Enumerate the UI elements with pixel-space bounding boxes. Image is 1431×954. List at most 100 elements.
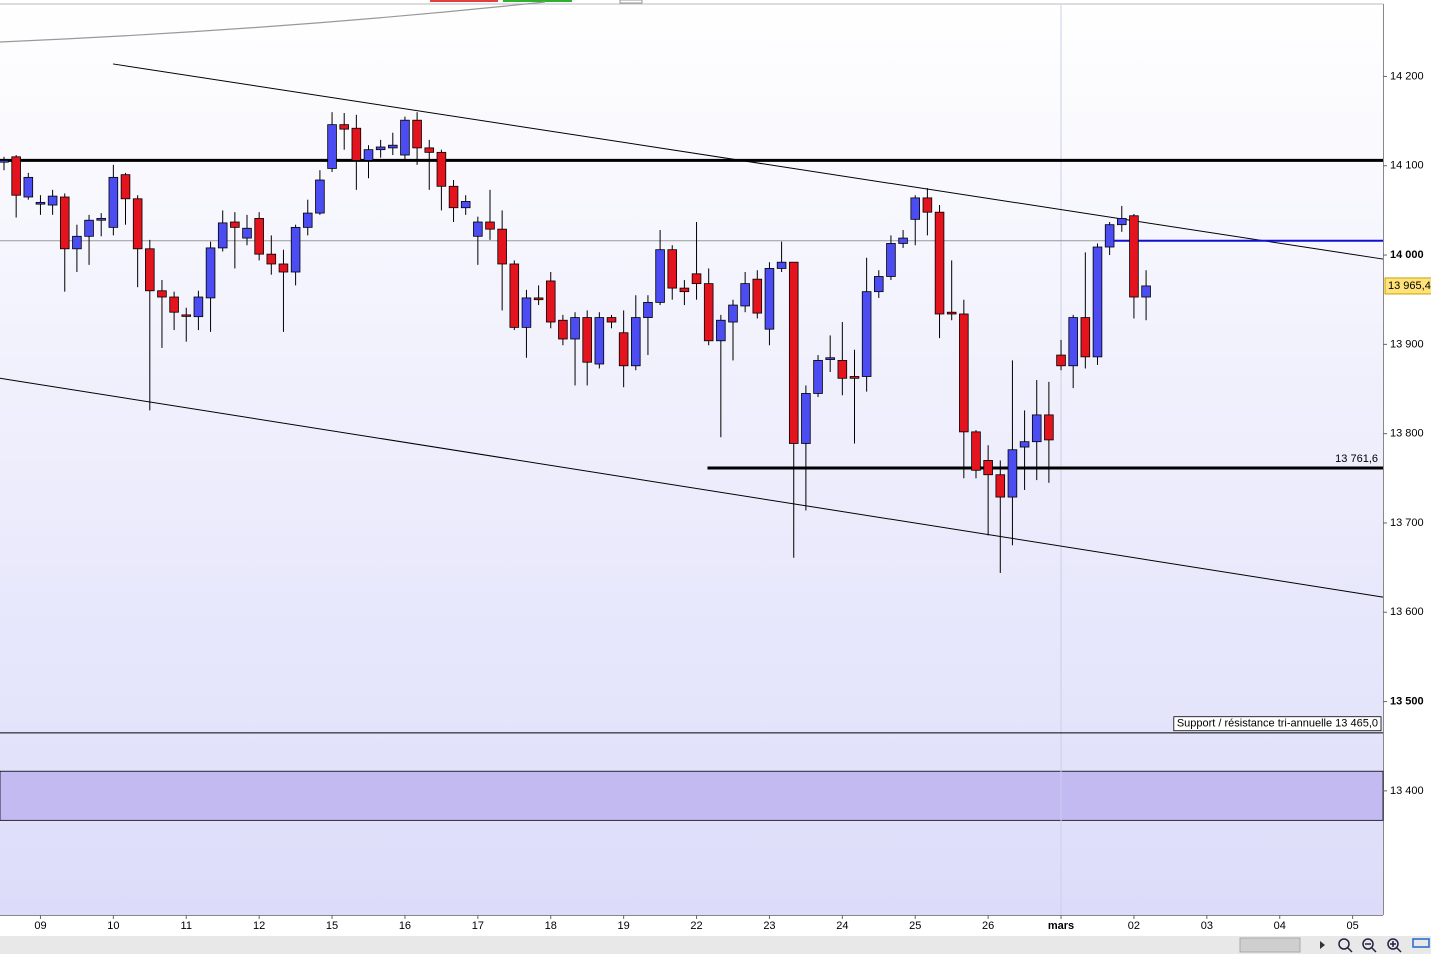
x-tick-label: 16 — [399, 920, 411, 932]
x-tick-label: mars — [1048, 920, 1074, 932]
candle-body — [1117, 218, 1127, 226]
candle-body — [545, 280, 556, 323]
x-tick-label: 18 — [545, 920, 557, 932]
toolbar-button[interactable] — [430, 0, 498, 2]
candle-body — [181, 314, 192, 317]
candle-body — [242, 227, 252, 239]
candle-body — [169, 296, 179, 313]
y-tick-label: 13 400 — [1390, 785, 1424, 797]
candle-body — [740, 283, 750, 307]
candle-body — [679, 287, 690, 293]
candle-body — [667, 249, 678, 289]
candle-body — [205, 247, 216, 299]
candle-body — [1080, 317, 1091, 358]
x-tick-label: 26 — [982, 920, 994, 932]
x-tick-label: 04 — [1274, 920, 1286, 932]
candle-body — [59, 196, 70, 250]
candle-body — [959, 313, 969, 433]
y-tick-label: 14 000 — [1390, 249, 1424, 261]
candle-body — [339, 124, 349, 130]
candle-body — [1129, 215, 1139, 298]
candle-body — [193, 296, 204, 318]
level-label: Support / résistance tri-annuelle 13 465… — [1177, 718, 1378, 730]
candle-body — [157, 290, 167, 298]
candle-body — [631, 317, 641, 367]
candle-body — [132, 198, 143, 250]
candle-body — [11, 156, 21, 196]
zone-band — [0, 770, 1384, 821]
toolbar-button[interactable] — [619, 0, 643, 4]
toolbar-button[interactable] — [503, 0, 572, 2]
candle-body — [290, 226, 301, 273]
y-tick-label: 13 500 — [1390, 695, 1424, 707]
candle-body — [327, 124, 337, 169]
candle-body — [460, 201, 471, 209]
x-tick-label: 10 — [107, 920, 119, 932]
candle-body — [910, 197, 921, 220]
scroll-arrow[interactable] — [1320, 941, 1325, 949]
zoom-icons[interactable] — [1338, 938, 1430, 953]
x-tick-label: 17 — [472, 920, 484, 932]
candle-body — [521, 297, 532, 328]
candle-body — [23, 176, 34, 198]
candle-body — [1031, 414, 1042, 443]
candle-body — [752, 278, 763, 314]
candle-body — [558, 319, 568, 340]
y-tick-label: 13 700 — [1390, 517, 1424, 529]
x-tick-label: 22 — [690, 920, 702, 932]
candle-body — [217, 222, 228, 249]
candle-body — [861, 291, 872, 377]
candle-body — [703, 283, 714, 342]
y-tick-label: 13 800 — [1390, 428, 1424, 440]
x-tick-label: 12 — [253, 920, 265, 932]
candle-body — [582, 317, 592, 363]
candle-body — [533, 297, 544, 301]
candle-body — [716, 319, 726, 342]
candle-body — [1044, 414, 1054, 441]
x-tick-label: 09 — [34, 920, 46, 932]
candle-body — [254, 218, 264, 255]
candle-body — [1104, 224, 1115, 248]
candle-body — [655, 249, 665, 303]
candle-body — [971, 431, 981, 471]
candle-body — [509, 263, 520, 328]
trendline — [0, 377, 1384, 598]
candle-body — [898, 237, 908, 244]
candle-body — [1141, 285, 1151, 298]
x-tick-label: 02 — [1128, 920, 1140, 932]
candle-body — [375, 146, 386, 151]
candle-body — [0, 159, 9, 163]
x-tick-label: 23 — [763, 920, 775, 932]
y-tick-label: 14 100 — [1390, 160, 1424, 172]
candle-body — [886, 243, 896, 277]
level-label: 13 761,6 — [1335, 453, 1378, 465]
candle-body — [570, 317, 580, 340]
last-price-label: 13 965,4 — [1388, 280, 1431, 292]
scrollbar[interactable] — [0, 936, 1431, 954]
x-tick-label: 15 — [326, 920, 338, 932]
candle-body — [1092, 246, 1103, 358]
candle-body — [934, 211, 945, 315]
candle-body — [643, 301, 653, 318]
scroll-thumb[interactable] — [1239, 937, 1301, 953]
candle-body — [363, 149, 374, 161]
candle-body — [400, 119, 410, 156]
x-tick-label: 03 — [1201, 920, 1213, 932]
candle-body — [813, 360, 823, 394]
candle-body — [266, 253, 277, 265]
last-price-tag — [1384, 277, 1431, 295]
candle-body — [388, 144, 398, 149]
candle-body — [764, 268, 775, 330]
x-tick-label: 19 — [618, 920, 630, 932]
candle-body — [788, 261, 799, 444]
candle-body — [108, 176, 119, 228]
candle-body — [983, 460, 993, 476]
candle-body — [351, 127, 362, 161]
candle-body — [1056, 354, 1066, 367]
x-tick-label: 25 — [909, 920, 921, 932]
candle-body — [1019, 441, 1030, 448]
candle-body — [230, 221, 240, 228]
candle-body — [84, 219, 94, 237]
